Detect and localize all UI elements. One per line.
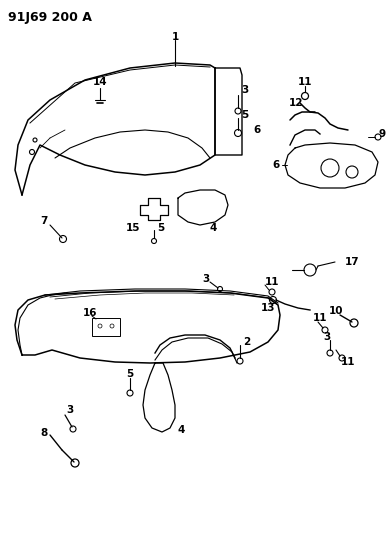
Text: 11: 11 <box>313 313 327 323</box>
Text: 14: 14 <box>93 77 107 87</box>
Text: 12: 12 <box>289 98 303 108</box>
Text: 11: 11 <box>265 277 279 287</box>
Text: 4: 4 <box>209 223 217 233</box>
Text: 1: 1 <box>171 32 179 42</box>
Text: 3: 3 <box>202 274 210 284</box>
Text: 3: 3 <box>66 405 74 415</box>
Text: 6: 6 <box>273 160 280 170</box>
Text: 9: 9 <box>378 129 386 139</box>
Text: 8: 8 <box>41 428 48 438</box>
Text: 6: 6 <box>253 125 260 135</box>
Text: 4: 4 <box>178 425 185 435</box>
Bar <box>92 318 120 336</box>
Text: 3: 3 <box>241 85 248 95</box>
Text: 11: 11 <box>298 77 312 87</box>
Text: 5: 5 <box>241 110 248 120</box>
Text: 15: 15 <box>126 223 140 233</box>
Text: 5: 5 <box>126 369 134 379</box>
Text: 7: 7 <box>40 216 48 226</box>
Text: 16: 16 <box>83 308 97 318</box>
Text: 17: 17 <box>345 257 360 267</box>
Text: 91J69 200 A: 91J69 200 A <box>8 12 92 25</box>
Text: 2: 2 <box>243 337 250 347</box>
Text: 13: 13 <box>261 303 275 313</box>
Text: 5: 5 <box>157 223 164 233</box>
Text: 3: 3 <box>323 332 331 342</box>
Text: 10: 10 <box>329 306 343 316</box>
Text: 11: 11 <box>341 357 355 367</box>
